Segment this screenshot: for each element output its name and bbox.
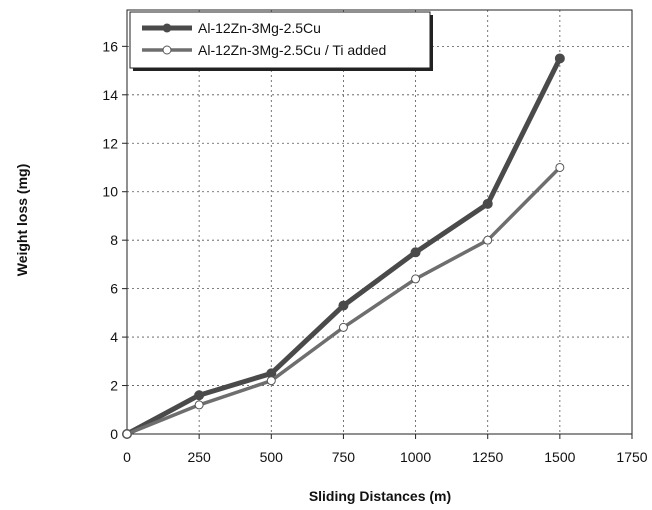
legend-label: Al-12Zn-3Mg-2.5Cu / Ti added: [198, 42, 386, 58]
data-point: [266, 376, 276, 386]
y-axis-ticks: 0 2 4 6 8 10 12 14 16: [102, 38, 127, 442]
series-2: [122, 162, 565, 439]
x-tick-label: 0: [123, 449, 131, 465]
y-tick-label: 4: [110, 329, 118, 345]
legend-swatch-marker: [162, 23, 172, 33]
y-tick-label: 12: [102, 135, 118, 151]
plot-area: [126, 9, 633, 435]
data-point: [338, 322, 348, 332]
data-point: [554, 53, 565, 64]
legend-label: Al-12Zn-3Mg-2.5Cu: [198, 20, 321, 36]
y-axis-title: Weight loss (mg): [14, 164, 30, 277]
data-point: [482, 198, 493, 209]
y-tick-label: 2: [110, 378, 118, 394]
series-group: [122, 53, 565, 439]
data-point: [122, 429, 132, 439]
y-tick-label: 8: [110, 232, 118, 248]
data-point: [194, 390, 205, 401]
x-tick-label: 1500: [544, 449, 575, 465]
data-point: [410, 247, 421, 258]
x-tick-label: 1250: [472, 449, 503, 465]
x-tick-label: 1750: [616, 449, 647, 465]
data-point: [338, 300, 349, 311]
y-tick-label: 10: [102, 184, 118, 200]
data-point: [483, 235, 493, 245]
legend-swatch-marker: [162, 45, 172, 55]
y-tick-label: 0: [110, 426, 118, 442]
data-point: [555, 162, 565, 172]
data-point: [411, 274, 421, 284]
x-tick-label: 500: [260, 449, 284, 465]
grid-lines: [127, 10, 632, 434]
y-tick-label: 14: [102, 87, 118, 103]
data-point: [194, 400, 204, 410]
x-axis-ticks: 0 250 500 750 1000 1250 1500 1750: [123, 434, 648, 465]
x-tick-label: 250: [187, 449, 211, 465]
x-tick-label: 1000: [400, 449, 431, 465]
legend-box: [129, 11, 431, 69]
y-tick-label: 16: [102, 38, 118, 54]
legend: Al-12Zn-3Mg-2.5Cu Al-12Zn-3Mg-2.5Cu / Ti …: [129, 11, 433, 71]
x-tick-label: 750: [332, 449, 356, 465]
y-tick-label: 6: [110, 281, 118, 297]
x-axis-title: Sliding Distances (m): [309, 488, 451, 504]
